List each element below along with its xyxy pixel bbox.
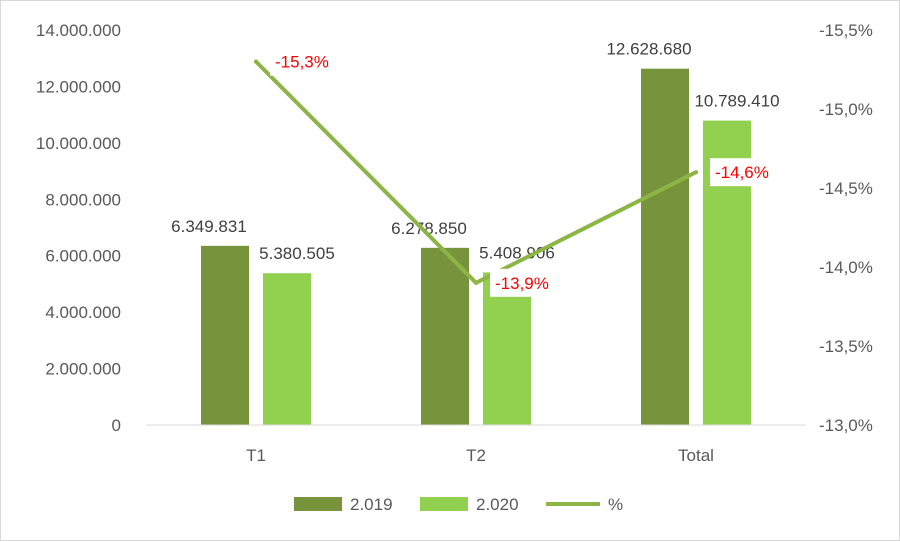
right-axis-tick-label: -13,0% bbox=[819, 416, 873, 435]
bar-data-label: 5.380.505 bbox=[259, 244, 335, 263]
bar bbox=[641, 68, 689, 426]
percent-line-series bbox=[254, 59, 698, 285]
percent-point bbox=[694, 170, 698, 175]
bar-data-labels: 6.349.831 6.278.850 12.628.680 5.380.505 5.4… bbox=[171, 40, 779, 264]
right-axis-tick-label: -15,0% bbox=[819, 100, 873, 119]
legend-label: 2.019 bbox=[350, 495, 393, 514]
left-axis-tick-label: 4.000.000 bbox=[45, 303, 121, 322]
legend-swatch bbox=[294, 497, 342, 511]
percent-data-labels: -15,3% -13,9% -14,6% bbox=[270, 47, 780, 297]
category-labels: T1 T2 Total bbox=[246, 446, 714, 465]
right-axis-tick-label: -14,0% bbox=[819, 258, 873, 277]
left-axis-tick-label: 0 bbox=[112, 416, 121, 435]
right-axis-tick-label: -13,5% bbox=[819, 337, 873, 356]
percent-label-background bbox=[270, 47, 340, 76]
left-axis-ticks: 0 2.000.000 4.000.000 6.000.000 8.000.000 10.… bbox=[36, 21, 121, 435]
legend: 2.019 2.020% bbox=[294, 495, 623, 514]
bar-series bbox=[201, 68, 751, 426]
left-axis-tick-label: 12.000.000 bbox=[36, 77, 121, 96]
bar bbox=[263, 273, 311, 425]
left-axis-tick-label: 10.000.000 bbox=[36, 134, 121, 153]
right-axis-tick-label: -15,5% bbox=[819, 21, 873, 40]
category-label: T2 bbox=[466, 446, 486, 465]
right-axis-ticks: -13,0% -13,5% -14,0% -14,5% -15,0% -15,5% bbox=[819, 21, 873, 435]
bar-data-label: 5.408.906 bbox=[479, 243, 555, 262]
legend-label: % bbox=[608, 495, 623, 514]
bar-data-label: 12.628.680 bbox=[606, 40, 691, 59]
left-axis-tick-label: 6.000.000 bbox=[45, 247, 121, 266]
bar-data-label: 10.789.410 bbox=[694, 92, 779, 111]
bar bbox=[201, 245, 249, 425]
legend-swatch bbox=[420, 497, 468, 511]
bar-data-label: 6.278.850 bbox=[391, 219, 467, 238]
left-axis-tick-label: 8.000.000 bbox=[45, 190, 121, 209]
percent-data-label: -13,9% bbox=[495, 274, 549, 293]
percent-point bbox=[474, 280, 478, 285]
category-label: Total bbox=[678, 446, 714, 465]
bar bbox=[483, 272, 531, 425]
percent-label-background bbox=[710, 158, 780, 187]
category-label: T1 bbox=[246, 446, 266, 465]
percent-data-label: -14,6% bbox=[715, 163, 769, 182]
left-axis-tick-label: 2.000.000 bbox=[45, 360, 121, 379]
bar bbox=[421, 247, 469, 425]
left-axis-tick-label: 14.000.000 bbox=[36, 21, 121, 40]
legend-label: 2.020 bbox=[476, 495, 519, 514]
right-axis-tick-label: -14,5% bbox=[819, 179, 873, 198]
percent-point bbox=[254, 59, 258, 64]
percent-label-background bbox=[490, 268, 560, 297]
percent-data-label: -15,3% bbox=[275, 53, 329, 72]
bar-data-label: 6.349.831 bbox=[171, 217, 247, 236]
